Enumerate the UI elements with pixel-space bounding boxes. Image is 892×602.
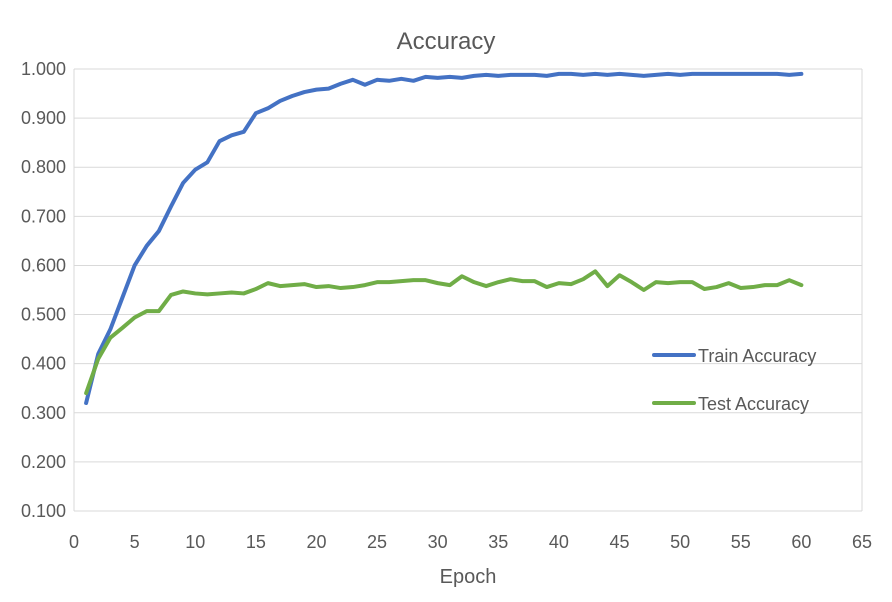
y-tick-label: 0.400 <box>21 354 66 374</box>
y-tick-label: 0.300 <box>21 403 66 423</box>
series-lines <box>84 71 804 405</box>
y-axis-ticks: 0.100 0.200 0.300 0.400 0.500 0.600 0.700 0.800… <box>21 59 66 521</box>
x-tick-label: 20 <box>306 532 326 552</box>
y-tick-label: 0.100 <box>21 501 66 521</box>
x-tick-label: 40 <box>549 532 569 552</box>
x-tick-label: 5 <box>130 532 140 552</box>
x-tick-label: 35 <box>488 532 508 552</box>
y-tick-label: 0.200 <box>21 452 66 472</box>
x-axis-title: Epoch <box>440 566 497 588</box>
legend-label-train-accuracy: Train Accuracy <box>698 346 816 366</box>
x-tick-label: 25 <box>367 532 387 552</box>
y-tick-label: 1.000 <box>21 59 66 79</box>
x-tick-label: 65 <box>852 532 872 552</box>
x-axis-ticks: 0 5 10 15 20 25 30 35 40 45 50 55 60 65 <box>69 532 872 552</box>
x-tick-label: 55 <box>731 532 751 552</box>
y-tick-label: 0.500 <box>21 305 66 325</box>
y-tick-label: 0.600 <box>21 255 66 275</box>
legend: Train Accuracy Test Accuracy <box>652 346 816 414</box>
x-tick-label: 0 <box>69 532 79 552</box>
x-tick-label: 30 <box>428 532 448 552</box>
legend-label-test-accuracy: Test Accuracy <box>698 394 809 414</box>
x-tick-label: 10 <box>185 532 205 552</box>
y-tick-label: 0.800 <box>21 157 66 177</box>
x-tick-label: 15 <box>246 532 266 552</box>
x-tick-label: 60 <box>791 532 811 552</box>
series-line-train-accuracy <box>84 71 804 405</box>
gridlines <box>73 68 863 512</box>
y-tick-label: 0.700 <box>21 206 66 226</box>
chart-title: Accuracy <box>397 28 496 55</box>
y-tick-label: 0.900 <box>21 108 66 128</box>
x-tick-label: 45 <box>610 532 630 552</box>
series-line-test-accuracy <box>84 269 804 396</box>
x-tick-label: 50 <box>670 532 690 552</box>
